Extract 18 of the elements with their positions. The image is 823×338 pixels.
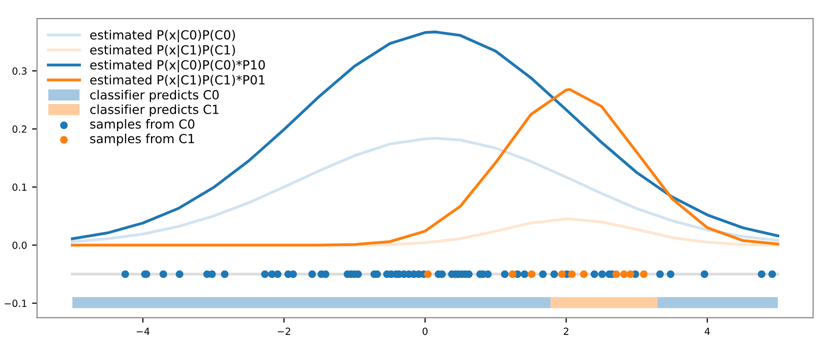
y-tick-label: 0.3: [12, 67, 27, 75]
y-tick-label: 0.2: [12, 125, 26, 133]
legend-label: estimated P(x|C0)P(C0)*P10: [90, 60, 265, 72]
x-tick-label: 4: [704, 328, 710, 335]
y-tick-label: −0.1: [4, 300, 26, 308]
y-tick-label: 0.0: [12, 242, 27, 249]
y-tick-label: 0.1: [12, 184, 26, 191]
legend-label: samples from C1: [90, 134, 194, 146]
legend-label: estimated P(x|C0)P(C0): [90, 30, 235, 42]
legend-label: samples from C0: [90, 119, 194, 132]
legend-label: classifier predicts C1: [90, 104, 218, 117]
x-tick-label: 2: [564, 328, 568, 335]
x-tick-label: −2: [278, 328, 290, 335]
legend-label: estimated P(x|C1)P(C1)*P01: [90, 74, 265, 88]
legend-label: classifier predicts C0: [90, 90, 219, 102]
legend-label: estimated P(x|C1)P(C1): [90, 44, 235, 58]
x-tick-label: 0: [422, 328, 428, 335]
x-tick-label: −4: [136, 328, 150, 335]
